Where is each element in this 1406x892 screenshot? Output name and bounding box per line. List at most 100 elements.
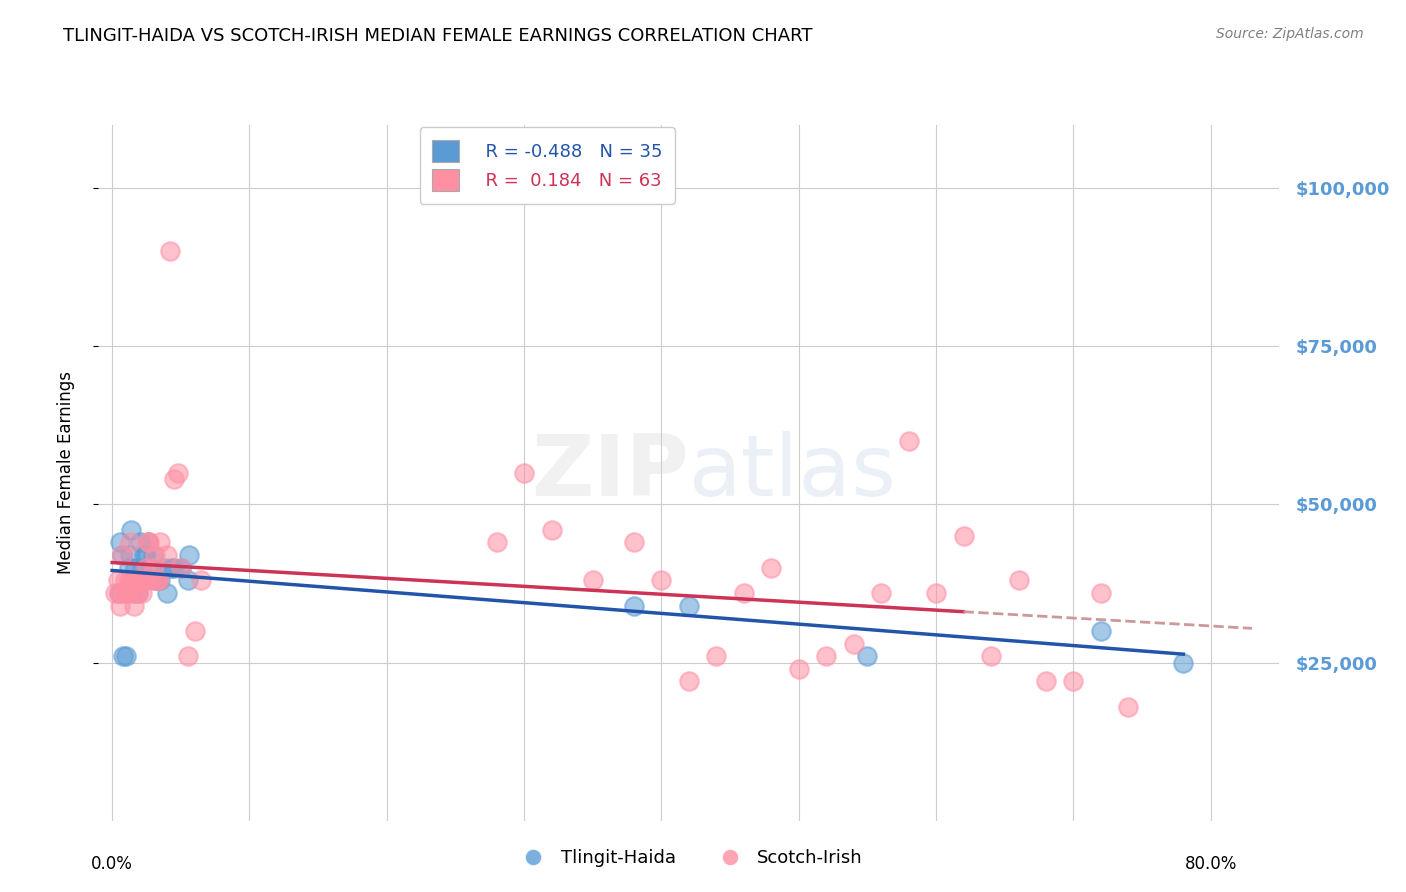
Point — [678, 674, 700, 689]
Point — [156, 586, 179, 600]
Point — [623, 535, 645, 549]
Point — [1035, 674, 1057, 689]
Point — [127, 586, 149, 600]
Text: 80.0%: 80.0% — [1185, 855, 1237, 873]
Point — [117, 574, 139, 588]
Point — [131, 560, 153, 574]
Point — [170, 560, 193, 574]
Point — [1118, 699, 1140, 714]
Point — [108, 586, 131, 600]
Point — [146, 574, 169, 588]
Point — [124, 560, 146, 574]
Point — [125, 574, 148, 588]
Legend: Tlingit-Haida, Scotch-Irish: Tlingit-Haida, Scotch-Irish — [508, 842, 870, 874]
Point — [138, 535, 160, 549]
Point — [952, 529, 974, 543]
Point — [149, 535, 172, 549]
Point — [733, 586, 755, 600]
Point — [120, 574, 142, 588]
Point — [120, 523, 142, 537]
Point — [176, 649, 198, 664]
Point — [513, 466, 536, 480]
Point — [190, 574, 212, 588]
Point — [650, 574, 672, 588]
Y-axis label: Median Female Earnings: Median Female Earnings — [56, 371, 75, 574]
Point — [897, 434, 920, 449]
Point — [177, 548, 200, 562]
Point — [170, 560, 193, 574]
Point — [787, 662, 810, 676]
Point — [160, 560, 183, 574]
Point — [111, 548, 134, 562]
Point — [139, 560, 162, 574]
Point — [142, 548, 165, 562]
Point — [815, 649, 838, 664]
Point — [114, 574, 136, 588]
Point — [112, 649, 135, 664]
Text: 0.0%: 0.0% — [91, 855, 134, 873]
Point — [167, 466, 190, 480]
Point — [108, 586, 131, 600]
Point — [870, 586, 893, 600]
Point — [118, 548, 141, 562]
Point — [163, 472, 186, 486]
Point — [159, 244, 181, 259]
Point — [761, 560, 783, 574]
Point — [540, 523, 562, 537]
Point — [110, 535, 132, 549]
Point — [122, 599, 145, 613]
Point — [143, 574, 166, 588]
Point — [163, 560, 186, 574]
Text: Source: ZipAtlas.com: Source: ZipAtlas.com — [1216, 27, 1364, 41]
Point — [136, 535, 159, 549]
Point — [139, 574, 162, 588]
Point — [128, 535, 150, 549]
Point — [142, 560, 165, 574]
Point — [117, 560, 139, 574]
Point — [156, 548, 179, 562]
Point — [842, 636, 865, 650]
Point — [1173, 656, 1195, 670]
Point — [111, 548, 134, 562]
Point — [117, 586, 139, 600]
Point — [132, 574, 155, 588]
Text: atlas: atlas — [689, 431, 897, 515]
Point — [112, 586, 135, 600]
Point — [131, 586, 153, 600]
Point — [623, 599, 645, 613]
Point — [110, 599, 132, 613]
Point — [146, 574, 169, 588]
Point — [143, 548, 166, 562]
Point — [124, 586, 146, 600]
Point — [1062, 674, 1084, 689]
Point — [115, 586, 138, 600]
Point — [135, 560, 157, 574]
Point — [121, 586, 143, 600]
Point — [183, 624, 205, 638]
Point — [145, 574, 167, 588]
Point — [485, 535, 508, 549]
Point — [118, 535, 141, 549]
Point — [129, 574, 152, 588]
Point — [980, 649, 1002, 664]
Text: TLINGIT-HAIDA VS SCOTCH-IRISH MEDIAN FEMALE EARNINGS CORRELATION CHART: TLINGIT-HAIDA VS SCOTCH-IRISH MEDIAN FEM… — [63, 27, 813, 45]
Point — [104, 586, 127, 600]
Point — [856, 649, 879, 664]
Point — [148, 574, 170, 588]
Point — [128, 574, 150, 588]
Point — [1007, 574, 1029, 588]
Point — [706, 649, 728, 664]
Point — [107, 574, 129, 588]
Point — [134, 574, 156, 588]
Point — [127, 586, 149, 600]
Point — [153, 560, 176, 574]
Point — [115, 649, 138, 664]
Point — [132, 548, 155, 562]
Point — [125, 574, 148, 588]
Point — [678, 599, 700, 613]
Point — [136, 535, 159, 549]
Point — [122, 574, 145, 588]
Point — [135, 548, 157, 562]
Point — [121, 574, 143, 588]
Point — [1090, 586, 1112, 600]
